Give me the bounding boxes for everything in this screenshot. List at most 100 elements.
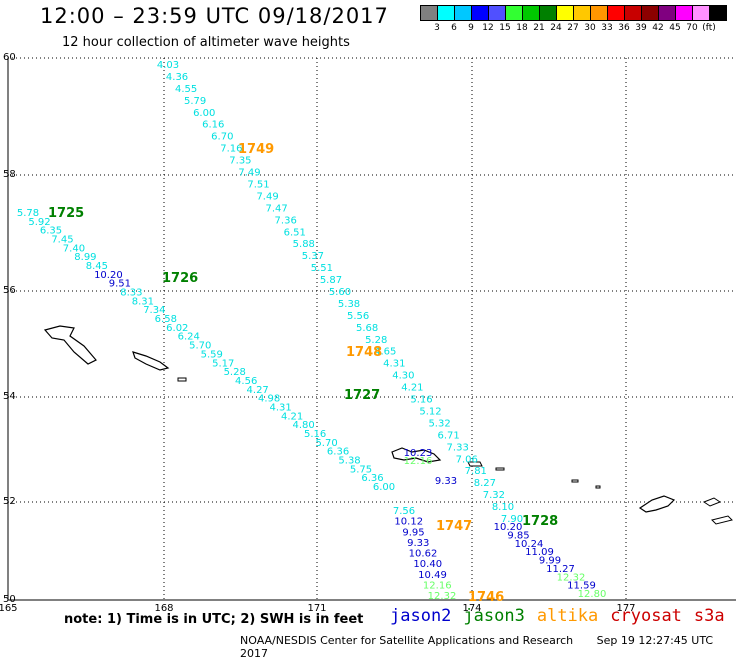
wave-height-value: 4.31: [270, 402, 292, 413]
legend-label: 9: [468, 23, 474, 33]
wave-height-value: 10.24: [515, 539, 544, 550]
legend-label: 70: [686, 23, 698, 33]
wave-height-value: 7.51: [247, 179, 269, 190]
wave-height-value: 9.33: [435, 476, 457, 487]
track-1725: 5.785.926.357.457.408.998.4510.209.518.3…: [17, 206, 456, 602]
wave-height-value: 12.32: [428, 591, 457, 602]
legend-label: 27: [567, 23, 579, 33]
land-masses: [43, 325, 733, 525]
wave-height-value: 5.56: [347, 311, 369, 322]
island-small-5: [702, 497, 722, 507]
wave-height-value: 5.12: [419, 406, 441, 417]
track-id-label: 1727: [344, 388, 380, 403]
legend-label: 42: [652, 23, 664, 33]
wave-height-value: 4.55: [175, 84, 197, 95]
wave-height-value: 4.31: [383, 359, 405, 370]
lon-label: 165: [0, 603, 18, 614]
wave-height-value: 7.45: [51, 235, 73, 246]
track-id-label: 1748: [346, 345, 382, 360]
wave-height-value: 7.34: [143, 305, 165, 316]
satellite-s3a: s3a: [693, 606, 725, 626]
wave-height-value: 4.30: [392, 371, 414, 382]
wave-height-value: 5.16: [304, 429, 326, 440]
map-grid: [8, 57, 736, 600]
satellite-jason3: jason3: [463, 606, 525, 626]
wave-height-value: 10.62: [409, 549, 438, 560]
wave-height-value: 12.80: [578, 589, 607, 600]
wave-height-value: 6.36: [361, 473, 383, 484]
legend-label: 12: [482, 23, 494, 33]
wave-height-value: 4.65: [374, 347, 396, 358]
island-shemya: [177, 377, 187, 382]
track-1748: 1748: [346, 345, 382, 360]
wave-height-value: 5.32: [428, 418, 450, 429]
track-id-label: 1725: [48, 206, 84, 221]
map-frame: [7, 58, 736, 601]
wave-height-value: 9.85: [507, 530, 529, 541]
island-agattu: [132, 351, 170, 371]
wave-height-value: 4.56: [235, 376, 257, 387]
wave-height-value: 7.81: [465, 466, 487, 477]
legend-label: 15: [499, 23, 511, 33]
legend-label: 39: [635, 23, 647, 33]
map-axis-labels: 165 168 171 174 177 60 58 56 54 52 50: [0, 52, 636, 614]
wave-height-value: 9.95: [402, 527, 424, 538]
satellite-altika: altika: [536, 606, 599, 626]
wave-height-value: 6.24: [178, 332, 200, 343]
legend-label: 21: [533, 23, 545, 33]
lat-label: 52: [3, 496, 16, 507]
wave-height-value: 5.60: [329, 287, 351, 298]
island-small-3: [571, 479, 579, 483]
wave-height-value: 5.87: [320, 275, 342, 286]
lon-label: 174: [462, 603, 481, 614]
lat-label: 60: [3, 52, 16, 63]
wave-height-value: 7.32: [483, 490, 505, 501]
wave-height-value: 6.36: [327, 447, 349, 458]
wave-height-value: 8.45: [86, 261, 108, 272]
lat-label: 50: [3, 594, 16, 605]
page-title: 12:00 – 23:59 UTC 09/18/2017: [40, 4, 389, 28]
wave-height-value: 6.58: [155, 314, 177, 325]
wave-height-value: 12.16: [423, 580, 452, 591]
wave-height-value: 7.90: [501, 514, 523, 525]
legend-label: 18: [516, 23, 528, 33]
track-id-label: 1747: [436, 519, 472, 534]
wave-height-value: 5.79: [184, 96, 206, 107]
wave-height-value: 4.36: [166, 72, 188, 83]
wave-height-value: 6.70: [211, 132, 233, 143]
lat-label: 54: [3, 391, 16, 402]
wave-height-value: 5.28: [224, 367, 246, 378]
wave-height-value: 5.37: [302, 251, 324, 262]
wave-height-value: 5.70: [189, 341, 211, 352]
legend-label: 3: [434, 23, 440, 33]
track-1728: 1728: [522, 514, 558, 529]
island-small-1: [467, 461, 483, 467]
wave-height-value: 6.71: [437, 430, 459, 441]
track-1746: 1746: [468, 590, 504, 605]
wave-height-value: 9.99: [539, 556, 561, 567]
wave-height-value: 10.12: [394, 517, 423, 528]
wave-height-value: 9.51: [109, 279, 131, 290]
satellite-jason2: jason2: [390, 606, 452, 626]
wave-height-value: 9.33: [407, 538, 429, 549]
satellite-cryosat: cryosat: [610, 606, 682, 626]
wave-height-value: 7.33: [447, 442, 469, 453]
wave-height-value: 10.20: [94, 270, 123, 281]
wave-height-value: 7.49: [256, 191, 278, 202]
legend-label: 45: [669, 23, 681, 33]
wave-height-value: 5.75: [350, 464, 372, 475]
wave-height-value: 5.92: [28, 217, 50, 228]
wave-height-value: 8.33: [120, 288, 142, 299]
wave-height-value: 4.21: [401, 383, 423, 394]
wave-height-value: 5.28: [365, 335, 387, 346]
wave-height-value: 7.49: [238, 168, 260, 179]
island-small-6: [711, 515, 733, 525]
wave-height-value: 12.32: [557, 572, 586, 583]
legend-label: 33: [601, 23, 613, 33]
wave-height-value: 6.35: [40, 226, 62, 237]
wave-height-value: 7.16: [220, 144, 242, 155]
track-1747: 1747: [436, 519, 472, 534]
wave-height-value: 5.78: [17, 208, 39, 219]
